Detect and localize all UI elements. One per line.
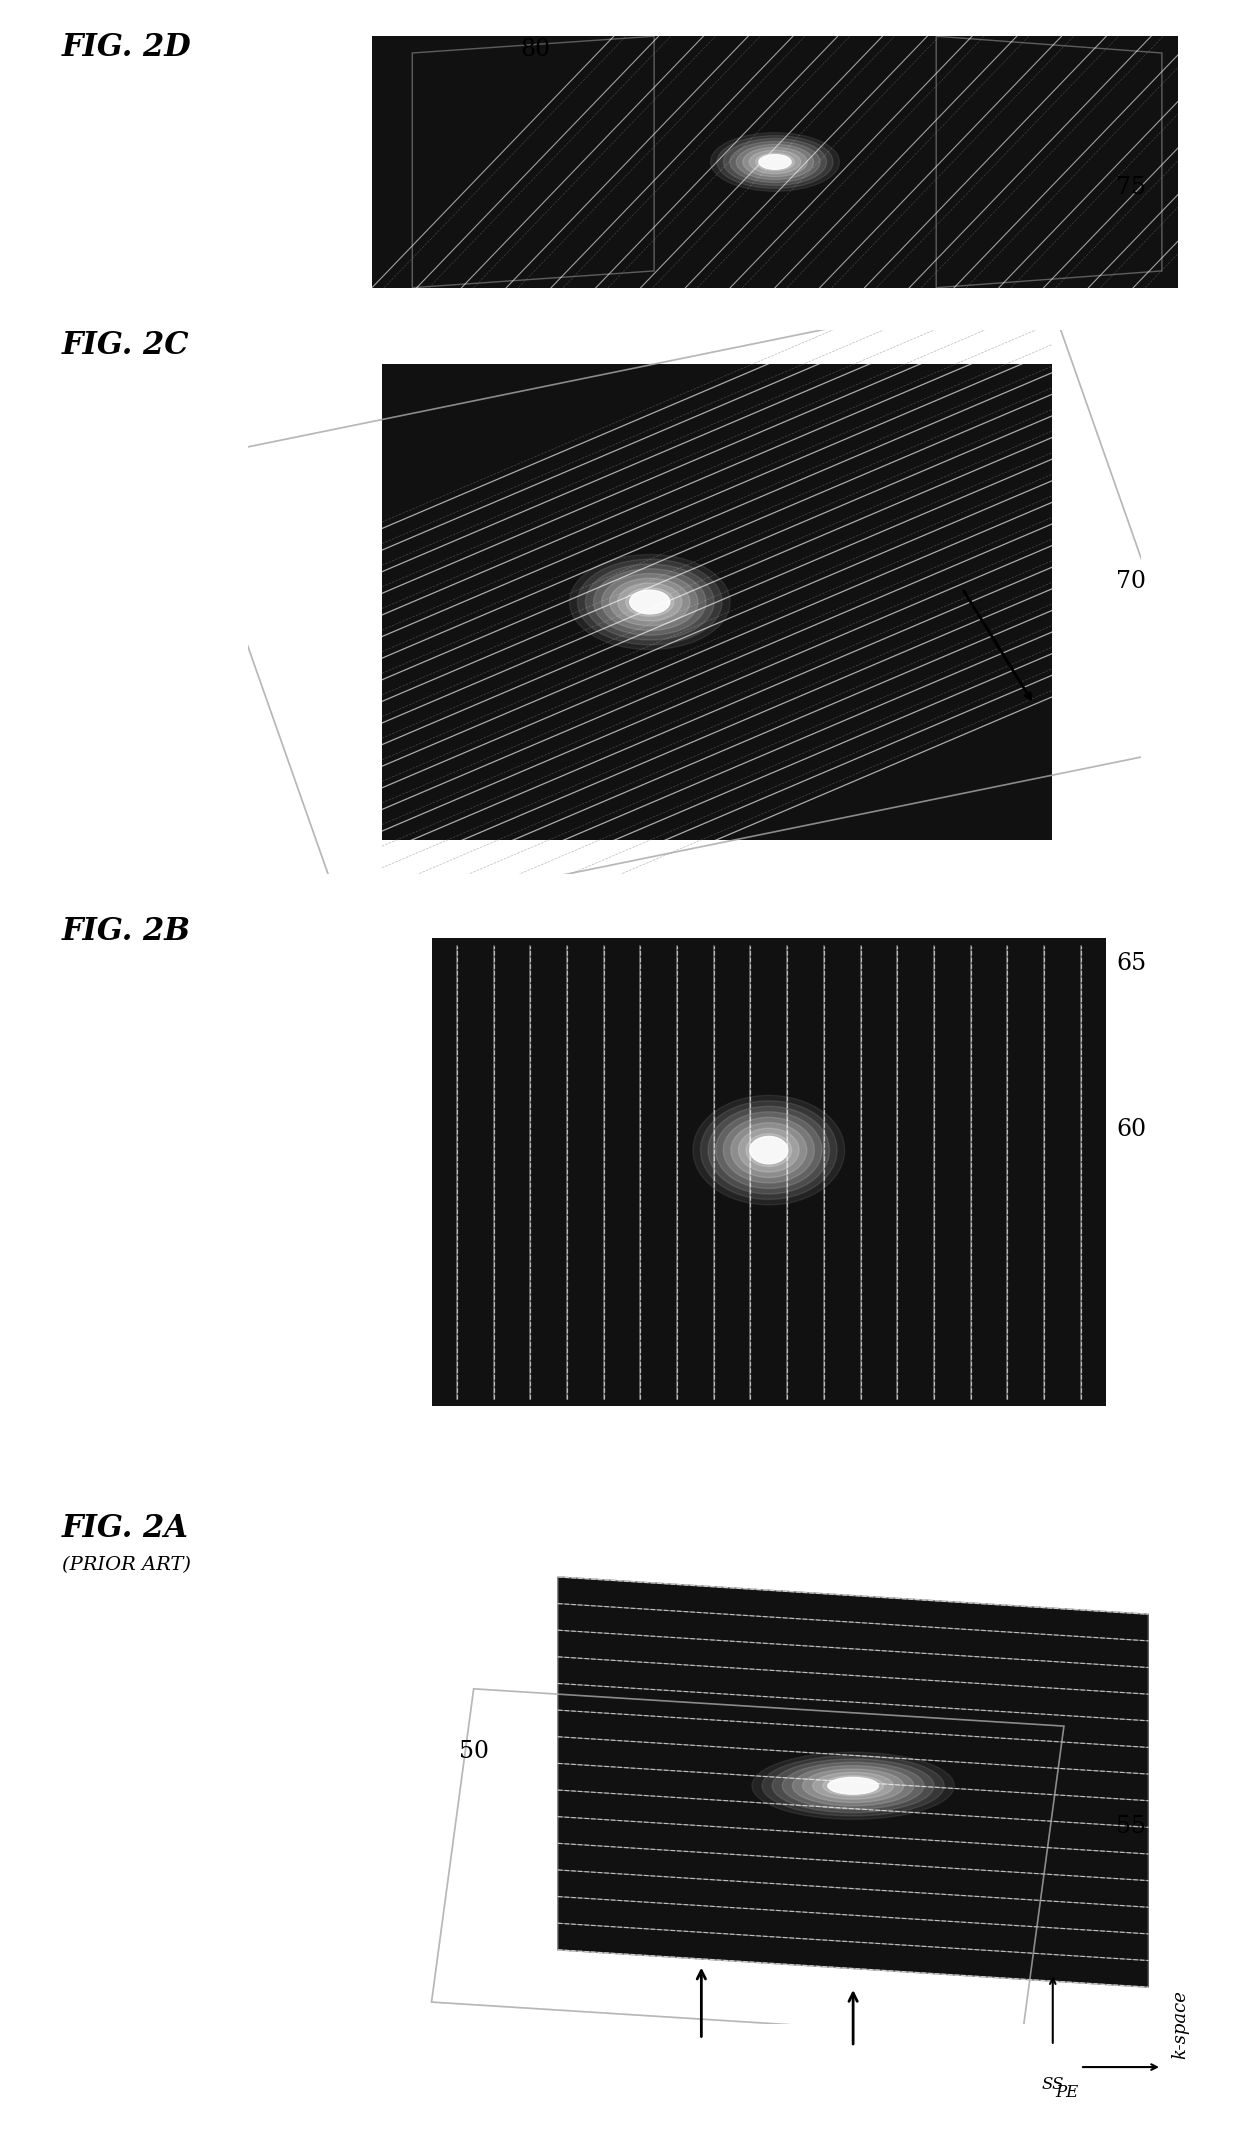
Ellipse shape: [578, 558, 722, 646]
Ellipse shape: [802, 1769, 904, 1803]
Text: FIG. 2C: FIG. 2C: [62, 330, 190, 362]
Ellipse shape: [773, 1758, 934, 1813]
Ellipse shape: [730, 141, 820, 183]
Polygon shape: [182, 283, 1207, 921]
Text: 80: 80: [521, 38, 551, 60]
Ellipse shape: [792, 1767, 914, 1805]
Ellipse shape: [755, 153, 795, 170]
Ellipse shape: [828, 1777, 878, 1794]
Ellipse shape: [601, 573, 698, 631]
Ellipse shape: [723, 139, 827, 185]
Ellipse shape: [739, 1127, 799, 1172]
Ellipse shape: [711, 132, 839, 192]
Ellipse shape: [750, 1136, 787, 1164]
Text: 55: 55: [1116, 1816, 1146, 1837]
Text: k-space: k-space: [1171, 1990, 1189, 2059]
Ellipse shape: [701, 1102, 837, 1200]
Ellipse shape: [610, 578, 689, 627]
Text: SS: SS: [1042, 2076, 1064, 2093]
Ellipse shape: [823, 1775, 883, 1796]
Text: 50: 50: [459, 1741, 489, 1762]
Ellipse shape: [626, 588, 673, 616]
Ellipse shape: [730, 1123, 807, 1178]
Text: 75: 75: [1116, 177, 1146, 198]
Ellipse shape: [723, 1117, 815, 1183]
Polygon shape: [558, 1577, 1148, 1986]
Ellipse shape: [708, 1106, 830, 1193]
FancyBboxPatch shape: [382, 364, 1052, 840]
Ellipse shape: [717, 136, 833, 188]
Ellipse shape: [746, 1134, 791, 1166]
Ellipse shape: [749, 149, 801, 175]
Ellipse shape: [737, 145, 813, 179]
Ellipse shape: [751, 1752, 955, 1820]
Text: 70: 70: [1116, 571, 1146, 592]
Text: PE: PE: [1055, 2084, 1078, 2101]
Ellipse shape: [693, 1095, 844, 1204]
Ellipse shape: [763, 1756, 944, 1816]
Text: 65: 65: [1116, 953, 1146, 974]
Ellipse shape: [618, 584, 682, 620]
Text: 60: 60: [1116, 1119, 1146, 1140]
Ellipse shape: [630, 590, 670, 614]
Ellipse shape: [594, 569, 706, 635]
Text: FIG. 2B: FIG. 2B: [62, 916, 191, 948]
FancyBboxPatch shape: [372, 36, 1178, 288]
Ellipse shape: [585, 565, 714, 639]
Ellipse shape: [759, 156, 791, 168]
Ellipse shape: [569, 554, 730, 650]
Text: (PRIOR ART): (PRIOR ART): [62, 1556, 191, 1573]
Polygon shape: [432, 1688, 1064, 2039]
Ellipse shape: [782, 1762, 924, 1809]
FancyBboxPatch shape: [432, 938, 1106, 1406]
Text: FIG. 2A: FIG. 2A: [62, 1513, 188, 1545]
Ellipse shape: [812, 1773, 894, 1799]
Text: FIG. 2D: FIG. 2D: [62, 32, 192, 64]
Ellipse shape: [715, 1112, 822, 1189]
Ellipse shape: [743, 147, 807, 177]
